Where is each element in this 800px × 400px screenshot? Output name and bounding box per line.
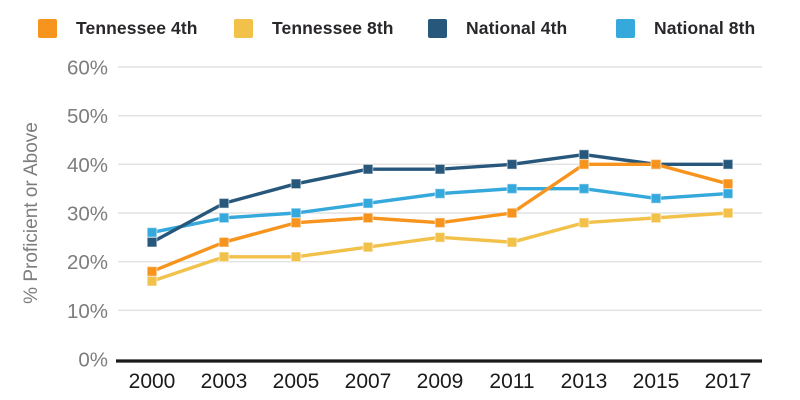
marker-national-8th-2000 [146, 227, 158, 238]
marker-national-8th-2009 [434, 188, 446, 199]
legend-swatch-national-8th [616, 19, 635, 38]
marker-tennessee-4th-2015 [650, 158, 662, 170]
marker-national-8th-2015 [650, 193, 662, 204]
x-tick-label-2011: 2011 [489, 370, 534, 393]
marker-tennessee-8th-2015 [650, 212, 662, 224]
marker-tennessee-4th-2013 [578, 158, 590, 170]
marker-national-4th-2011 [506, 158, 518, 170]
marker-national-4th-2007 [362, 163, 374, 175]
marker-tennessee-4th-2000 [146, 266, 158, 277]
x-tick-label-2007: 2007 [345, 370, 392, 393]
y-axis-title: % Proficient or Above [21, 122, 42, 304]
marker-national-8th-2013 [578, 183, 590, 195]
marker-national-8th-2003 [218, 212, 230, 224]
y-tick-label-40%: 40% [67, 154, 108, 177]
x-tick-label-2009: 2009 [417, 370, 464, 393]
legend-swatch-tennessee-8th [234, 19, 253, 38]
x-tick-label-2000: 2000 [129, 370, 176, 393]
legend-swatch-tennessee-4th [38, 19, 57, 38]
marker-national-4th-2017 [722, 158, 734, 170]
legend-label-tennessee-8th: Tennessee 8th [272, 18, 394, 38]
y-tick-label-10%: 10% [67, 300, 108, 323]
marker-national-4th-2009 [434, 163, 446, 175]
marker-tennessee-8th-2003 [218, 251, 230, 263]
marker-national-8th-2011 [506, 183, 518, 195]
legend-item-tennessee-4th: Tennessee 4th [38, 18, 198, 39]
legend-label-tennessee-4th: Tennessee 4th [76, 18, 198, 38]
marker-tennessee-8th-2005 [290, 251, 302, 263]
x-tick-label-2017: 2017 [705, 370, 752, 393]
y-tick-label-20%: 20% [67, 251, 108, 274]
marker-tennessee-8th-2013 [578, 217, 590, 229]
legend-label-national-4th: National 4th [466, 18, 568, 38]
legend-swatch-national-4th [428, 19, 447, 38]
x-tick-label-2003: 2003 [201, 370, 248, 393]
marker-national-8th-2007 [362, 197, 374, 209]
legend-item-national-8th: National 8th [616, 18, 755, 39]
legend-label-national-8th: National 8th [654, 18, 756, 38]
marker-national-4th-2005 [290, 178, 302, 190]
legend-item-national-4th: National 4th [428, 18, 567, 39]
marker-national-4th-2003 [218, 197, 230, 209]
marker-national-4th-2013 [578, 149, 590, 161]
marker-tennessee-8th-2011 [506, 236, 518, 248]
y-tick-label-50%: 50% [67, 105, 108, 128]
marker-tennessee-4th-2017 [722, 178, 734, 190]
x-tick-label-2015: 2015 [633, 370, 680, 393]
y-tick-label-0%: 0% [78, 349, 108, 372]
y-tick-label-60%: 60% [67, 57, 108, 80]
marker-tennessee-4th-2003 [218, 236, 230, 248]
chart-legend: Tennessee 4th Tennessee 8th National 4th… [0, 18, 800, 42]
marker-tennessee-8th-2007 [362, 241, 374, 253]
marker-tennessee-8th-2000 [146, 275, 158, 287]
marker-tennessee-4th-2007 [362, 212, 374, 224]
marker-tennessee-4th-2011 [506, 207, 518, 219]
marker-national-8th-2005 [290, 207, 302, 219]
marker-tennessee-8th-2017 [722, 207, 734, 219]
marker-national-4th-2000 [146, 236, 158, 248]
y-tick-label-30%: 30% [67, 203, 108, 226]
marker-tennessee-8th-2009 [434, 231, 446, 243]
x-tick-label-2013: 2013 [561, 370, 608, 393]
x-tick-label-2005: 2005 [273, 370, 320, 393]
marker-tennessee-4th-2009 [434, 217, 446, 229]
legend-item-tennessee-8th: Tennessee 8th [234, 18, 394, 39]
marker-national-8th-2017 [722, 188, 734, 199]
marker-tennessee-4th-2005 [290, 217, 302, 229]
